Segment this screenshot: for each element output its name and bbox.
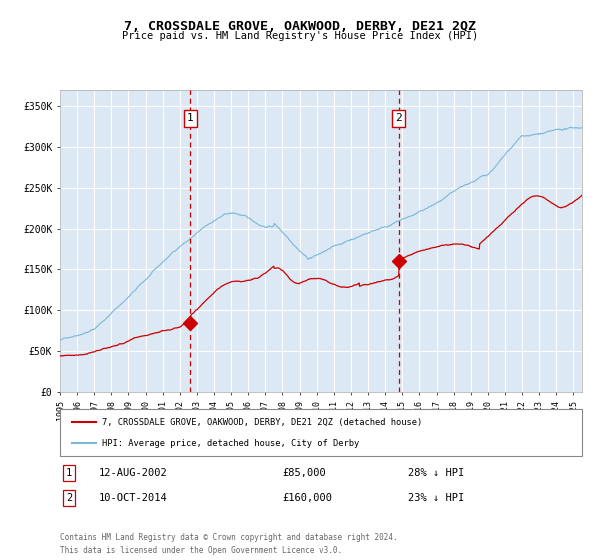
- Text: This data is licensed under the Open Government Licence v3.0.: This data is licensed under the Open Gov…: [60, 546, 342, 555]
- Text: 1: 1: [66, 468, 72, 478]
- Text: Price paid vs. HM Land Registry's House Price Index (HPI): Price paid vs. HM Land Registry's House …: [122, 31, 478, 41]
- Text: 28% ↓ HPI: 28% ↓ HPI: [408, 468, 464, 478]
- Text: 2: 2: [395, 113, 402, 123]
- Text: 1: 1: [187, 113, 194, 123]
- Bar: [190, 90, 398, 392]
- Text: HPI: Average price, detached house, City of Derby: HPI: Average price, detached house, City…: [102, 438, 359, 447]
- Text: 2: 2: [66, 493, 72, 503]
- Text: 7, CROSSDALE GROVE, OAKWOOD, DERBY, DE21 2QZ: 7, CROSSDALE GROVE, OAKWOOD, DERBY, DE21…: [124, 20, 476, 32]
- Text: 23% ↓ HPI: 23% ↓ HPI: [408, 493, 464, 503]
- Text: 12-AUG-2002: 12-AUG-2002: [99, 468, 168, 478]
- Text: £160,000: £160,000: [282, 493, 332, 503]
- Text: £85,000: £85,000: [282, 468, 326, 478]
- Text: Contains HM Land Registry data © Crown copyright and database right 2024.: Contains HM Land Registry data © Crown c…: [60, 533, 398, 542]
- Text: 10-OCT-2014: 10-OCT-2014: [99, 493, 168, 503]
- Text: 7, CROSSDALE GROVE, OAKWOOD, DERBY, DE21 2QZ (detached house): 7, CROSSDALE GROVE, OAKWOOD, DERBY, DE21…: [102, 418, 422, 427]
